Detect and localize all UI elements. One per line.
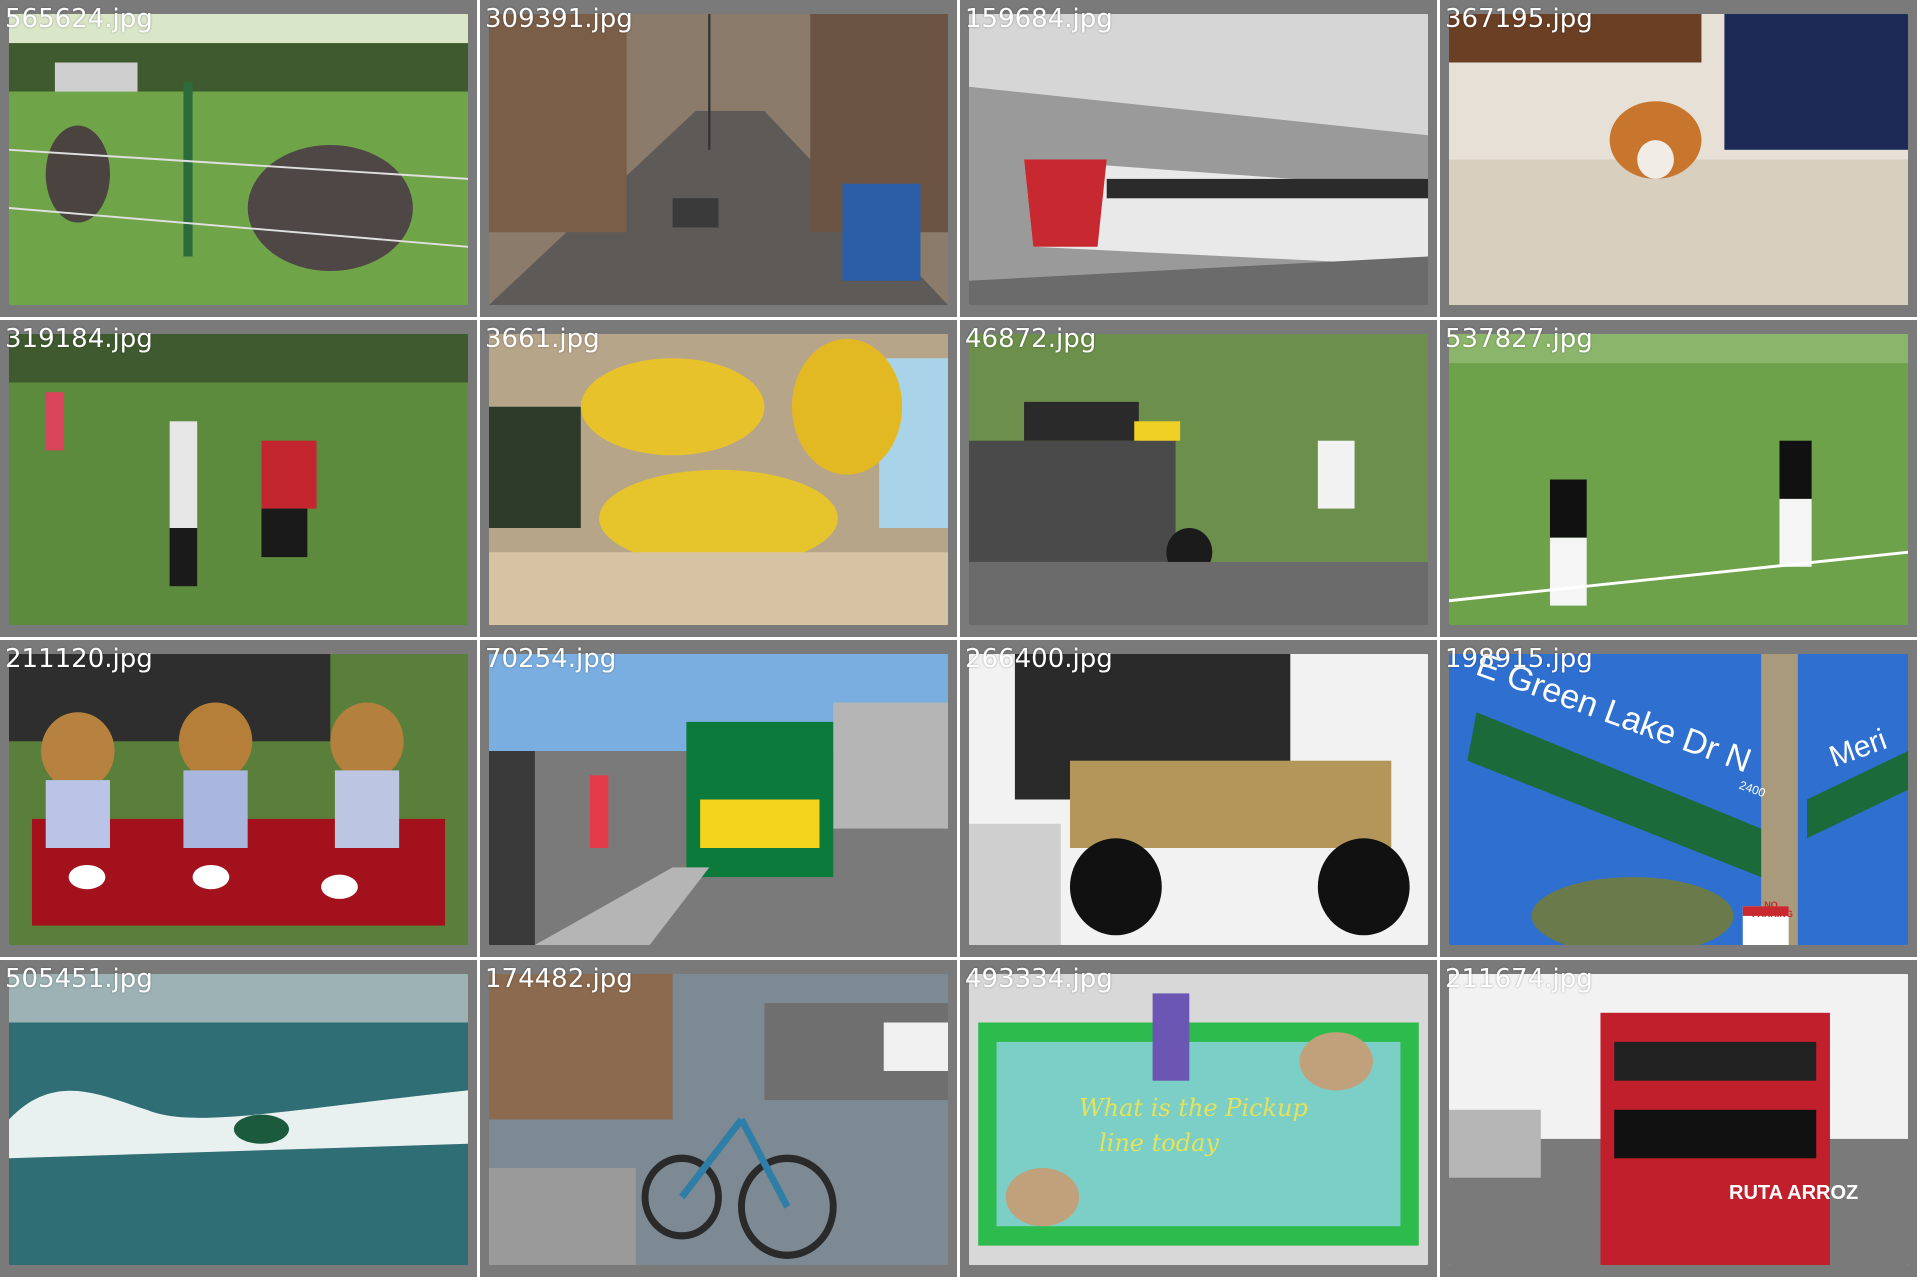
banana-photo bbox=[489, 334, 948, 625]
image-filename: 367195.jpg bbox=[1445, 4, 1593, 34]
image-filename: 198915.jpg bbox=[1445, 644, 1593, 674]
image-tile[interactable]: 198915.jpg E Green Lake Dr N 2400 Meri N… bbox=[1440, 640, 1920, 960]
image-tile[interactable]: 174482.jpg bbox=[480, 960, 960, 1280]
frisbee-photo bbox=[9, 334, 468, 625]
image-tile[interactable]: 505451.jpg bbox=[0, 960, 480, 1280]
image-filename: 70254.jpg bbox=[485, 644, 617, 674]
image-tile[interactable]: 266400.jpg bbox=[960, 640, 1440, 960]
cake-photo: What is the Pickup line today bbox=[969, 974, 1428, 1265]
bicycle-photo bbox=[489, 974, 948, 1265]
teddy-bear-photo bbox=[9, 654, 468, 945]
image-tile[interactable]: 493334.jpg What is the Pickup line today bbox=[960, 960, 1440, 1280]
baseball-photo bbox=[1449, 334, 1908, 625]
image-filename: 46872.jpg bbox=[965, 324, 1097, 354]
image-tile[interactable]: 211120.jpg bbox=[0, 640, 480, 960]
surfer-photo bbox=[9, 974, 468, 1265]
image-filename: 3661.jpg bbox=[485, 324, 600, 354]
image-filename: 174482.jpg bbox=[485, 964, 633, 994]
image-filename: 159684.jpg bbox=[965, 4, 1113, 34]
street-photo bbox=[489, 14, 948, 305]
truck-photo bbox=[969, 334, 1428, 625]
motorcycle-photo bbox=[969, 654, 1428, 945]
image-tile[interactable]: 3661.jpg bbox=[480, 320, 960, 640]
image-tile[interactable]: 46872.jpg bbox=[960, 320, 1440, 640]
bus-photo: RUTA ARROZ bbox=[1449, 974, 1908, 1265]
image-filename: 565624.jpg bbox=[5, 4, 153, 34]
image-filename: 537827.jpg bbox=[1445, 324, 1593, 354]
green-train-photo bbox=[489, 654, 948, 945]
train-station-photo bbox=[969, 14, 1428, 305]
image-tile[interactable]: 70254.jpg bbox=[480, 640, 960, 960]
image-filename: 319184.jpg bbox=[5, 324, 153, 354]
image-tile[interactable]: 319184.jpg bbox=[0, 320, 480, 640]
image-tile[interactable]: 537827.jpg bbox=[1440, 320, 1920, 640]
corgi-photo bbox=[1449, 14, 1908, 305]
image-filename: 211120.jpg bbox=[5, 644, 153, 674]
image-tile[interactable]: 211674.jpg RUTA ARROZ bbox=[1440, 960, 1920, 1280]
image-filename: 505451.jpg bbox=[5, 964, 153, 994]
street-sign-photo: E Green Lake Dr N 2400 Meri NO PARKING bbox=[1449, 654, 1908, 945]
image-tile[interactable]: 159684.jpg bbox=[960, 0, 1440, 320]
image-tile[interactable]: 565624.jpg bbox=[0, 0, 480, 320]
bus-brand-label: RUTA ARROZ bbox=[1729, 1182, 1859, 1204]
image-tile[interactable]: 367195.jpg bbox=[1440, 0, 1920, 320]
elephant-photo bbox=[9, 14, 468, 305]
image-filename: 309391.jpg bbox=[485, 4, 633, 34]
image-filename: 211674.jpg bbox=[1445, 964, 1593, 994]
image-filename: 266400.jpg bbox=[965, 644, 1113, 674]
cake-message-line2: line today bbox=[1099, 1129, 1219, 1157]
no-parking-sign: NO PARKING bbox=[1752, 900, 1793, 919]
image-tile[interactable]: 309391.jpg bbox=[480, 0, 960, 320]
image-filename: 493334.jpg bbox=[965, 964, 1113, 994]
cake-message-line1: What is the Pickup bbox=[1079, 1094, 1308, 1122]
